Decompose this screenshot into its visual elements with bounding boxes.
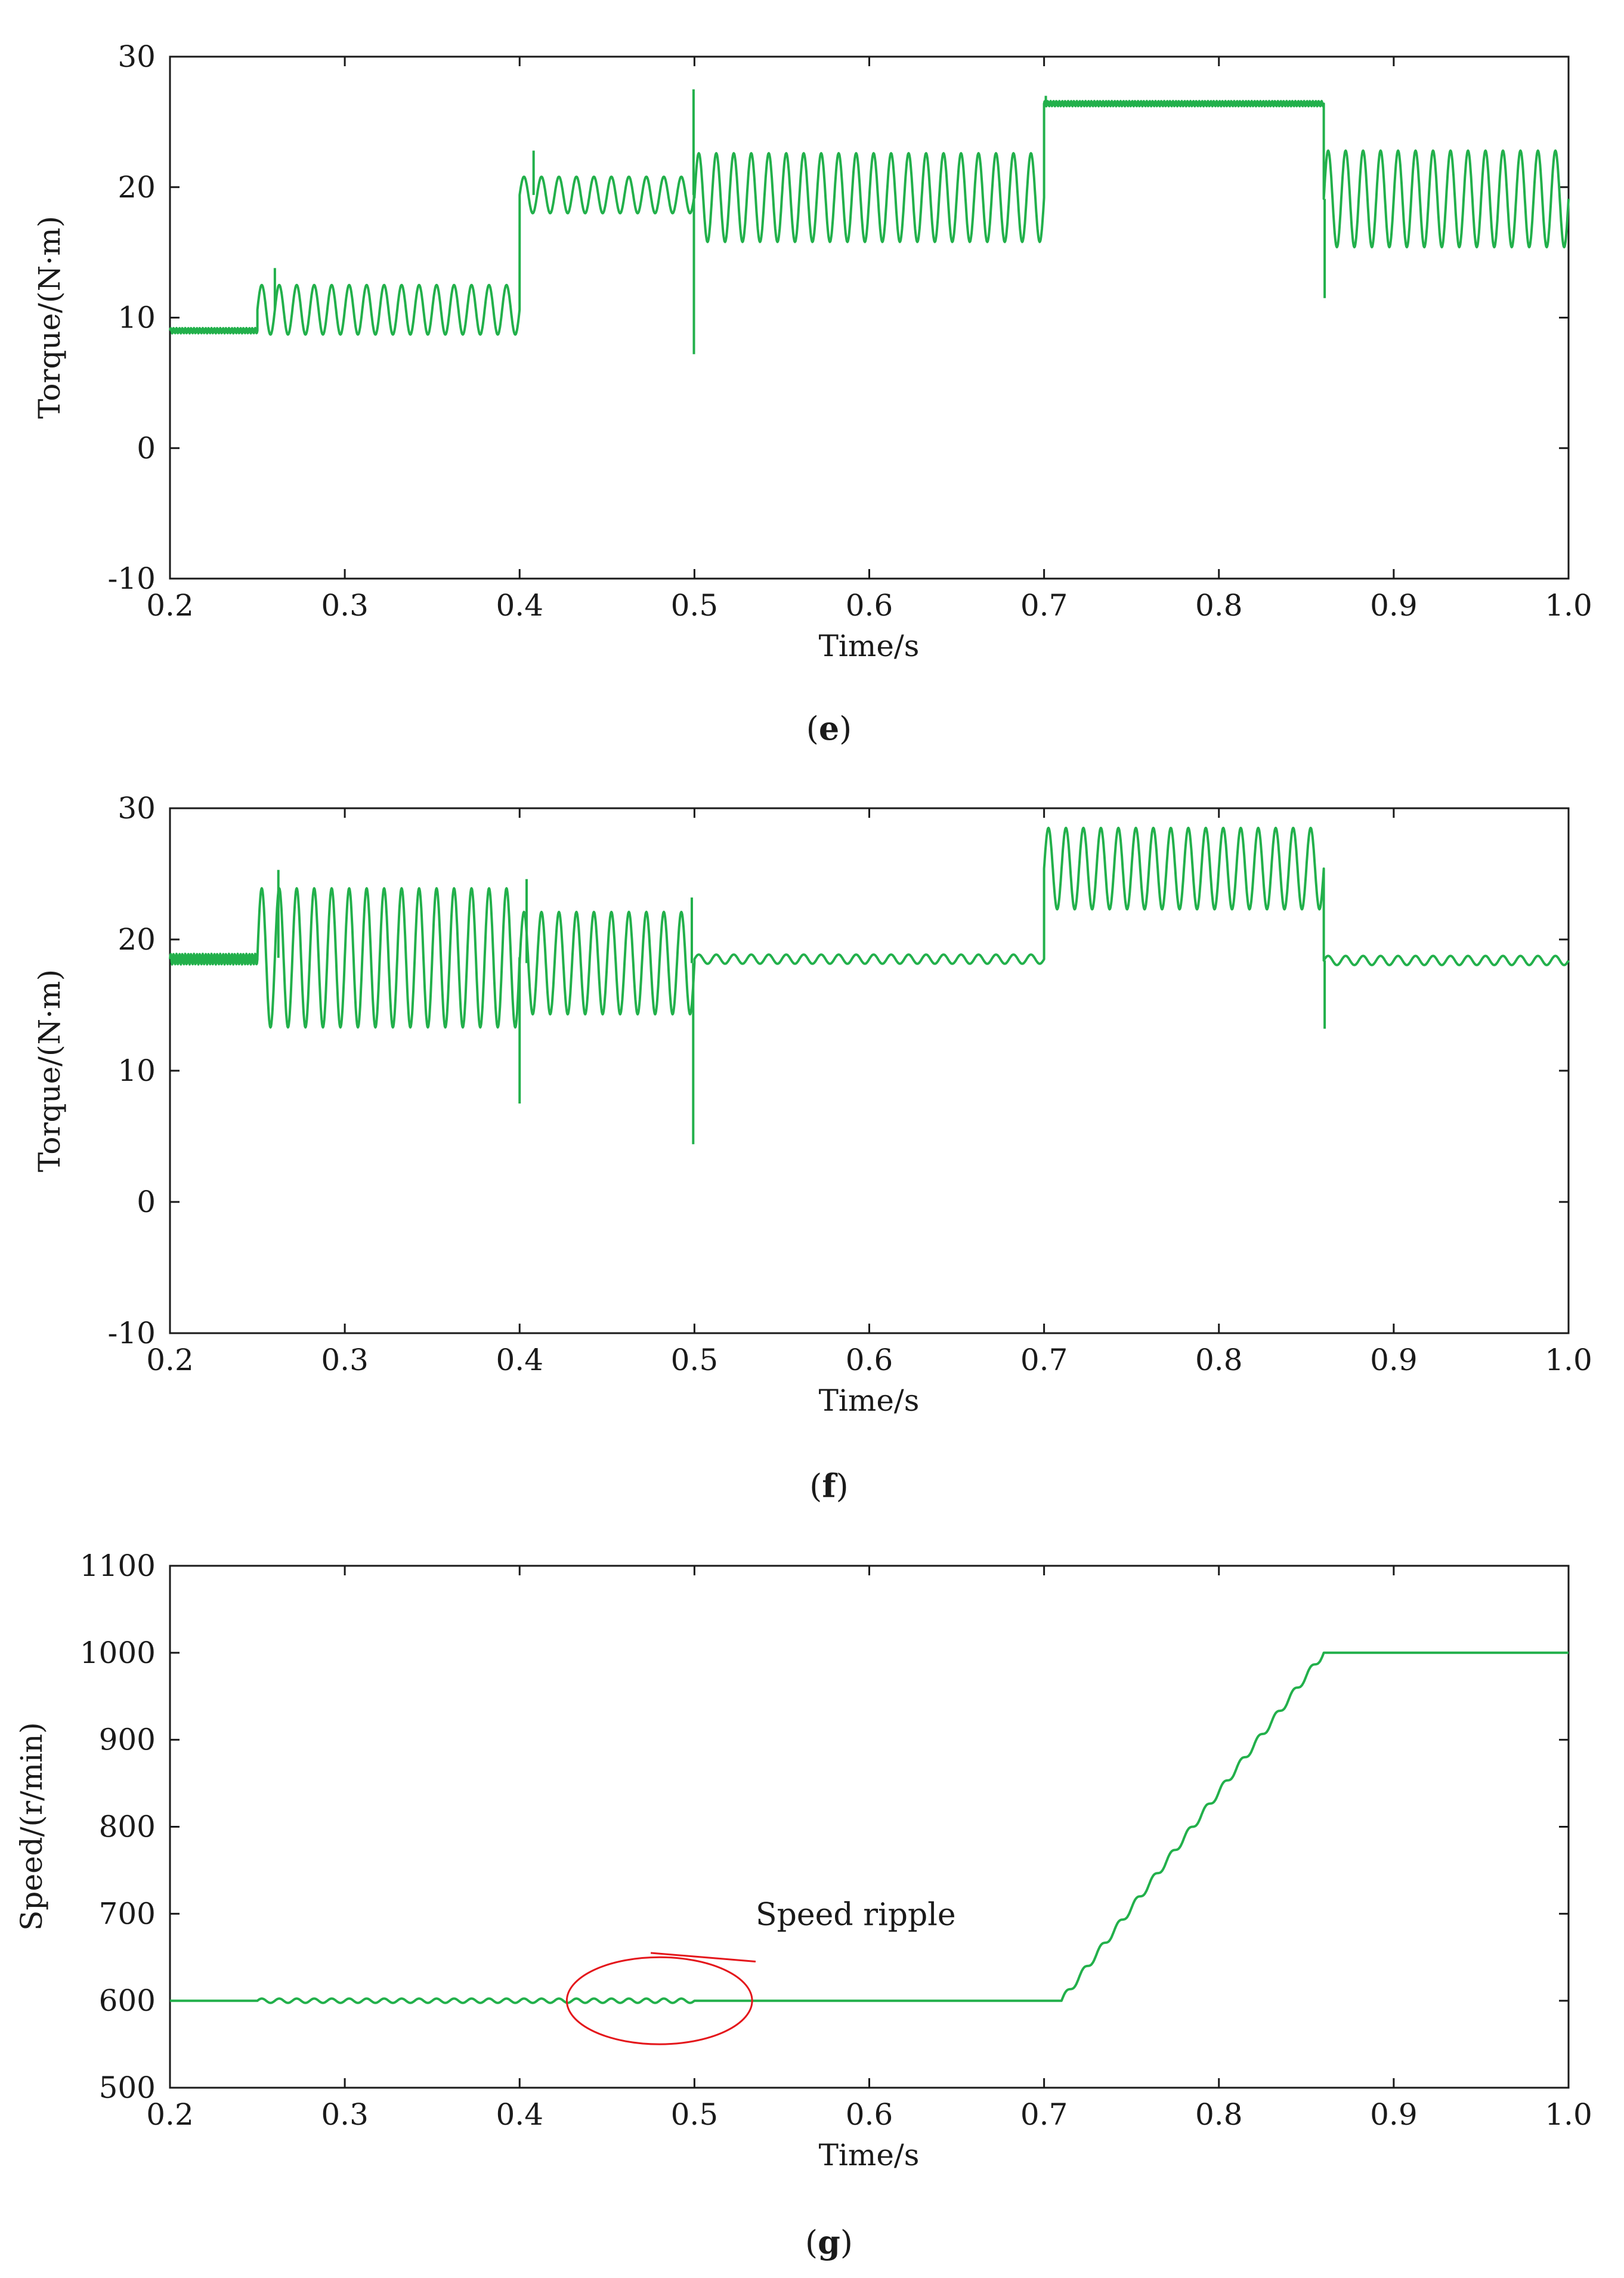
y-tick-label: 1000 bbox=[80, 1636, 156, 1670]
y-tick-label: -10 bbox=[107, 1316, 156, 1350]
y-tick-label: 1100 bbox=[80, 1548, 156, 1583]
y-tick-label: 900 bbox=[99, 1723, 156, 1757]
panel-letter-g: g bbox=[818, 2223, 840, 2261]
x-tick-label: 0.5 bbox=[671, 588, 719, 623]
panel-label-f: (f) bbox=[809, 1467, 848, 1505]
annotation-layer-g: Speed ripple bbox=[565, 1897, 956, 2045]
x-tick-label: 0.6 bbox=[846, 588, 893, 623]
x-tick-label: 0.4 bbox=[496, 1343, 543, 1377]
x-axis-label-e: Time/s bbox=[819, 629, 920, 663]
plot-frame-g bbox=[169, 1565, 1570, 2089]
x-tick-label: 0.9 bbox=[1370, 1343, 1418, 1377]
panel-label-g: (g) bbox=[805, 2223, 853, 2261]
x-tick-label: 0.8 bbox=[1195, 2097, 1243, 2132]
x-tick-label: 0.8 bbox=[1195, 588, 1243, 623]
x-tick-label: 0.3 bbox=[321, 2097, 369, 2132]
x-axis-label-g: Time/s bbox=[819, 2138, 920, 2172]
y-axis-label-f: Torque/(N·m) bbox=[32, 969, 67, 1172]
y-tick-label: 20 bbox=[117, 170, 156, 205]
series-line bbox=[169, 100, 1570, 336]
plot-frame-f bbox=[169, 807, 1570, 1334]
x-tick-label: 0.2 bbox=[146, 2097, 194, 2132]
annotation-speed-ripple: Speed ripple bbox=[756, 1897, 956, 1933]
panel-letter-f: f bbox=[822, 1467, 838, 1505]
grid-ticks-e: 0.2 0.3 0.4 0.5 0.6 0.7 0.8 0.9 1.0 -10 0 10 20 30 bbox=[107, 39, 1592, 623]
y-axis-label-e: Torque/(N·m) bbox=[32, 216, 67, 419]
x-tick-label: 0.6 bbox=[846, 2097, 893, 2132]
series-line bbox=[169, 1651, 1569, 2004]
x-tick-label: 0.4 bbox=[496, 588, 543, 623]
y-tick-label: 0 bbox=[137, 1185, 156, 1219]
x-tick-label: 0.5 bbox=[671, 1343, 719, 1377]
y-tick-label: 500 bbox=[99, 2070, 156, 2105]
x-tick-label: 0.5 bbox=[671, 2097, 719, 2132]
x-tick-label: 0.7 bbox=[1020, 2097, 1068, 2132]
series-layer-e bbox=[169, 89, 1570, 354]
annotation-ellipse bbox=[565, 1956, 753, 2045]
grid-ticks-g: 0.2 0.3 0.4 0.5 0.6 0.7 0.8 0.9 1.0 500 600 700 800 9… bbox=[80, 1548, 1592, 2132]
y-tick-label: 30 bbox=[117, 791, 156, 826]
panel-label-e: (e) bbox=[806, 709, 852, 747]
y-tick-label: 600 bbox=[99, 1983, 156, 2018]
series-layer-f bbox=[169, 827, 1570, 1145]
y-axis-label-g: Speed/(r/min) bbox=[14, 1722, 49, 1931]
chart-panel-e: 0.2 0.3 0.4 0.5 0.6 0.7 0.8 0.9 1.0 -10 0 10 20 30 Ti… bbox=[32, 39, 1592, 663]
x-tick-label: 0.9 bbox=[1370, 2097, 1418, 2132]
y-tick-label: 10 bbox=[117, 1053, 156, 1088]
panel-letter-e: e bbox=[819, 709, 839, 747]
x-tick-label: 0.6 bbox=[846, 1343, 893, 1377]
x-tick-label: 0.3 bbox=[321, 1343, 369, 1377]
x-tick-label: 0.2 bbox=[146, 588, 194, 623]
y-tick-label: -10 bbox=[107, 561, 156, 596]
series-layer-g bbox=[169, 1651, 1569, 2004]
x-tick-label: 1.0 bbox=[1545, 2097, 1592, 2132]
x-tick-label: 1.0 bbox=[1545, 588, 1592, 623]
y-tick-label: 700 bbox=[99, 1896, 156, 1931]
x-tick-label: 0.9 bbox=[1370, 588, 1418, 623]
chart-panel-g: 0.2 0.3 0.4 0.5 0.6 0.7 0.8 0.9 1.0 500 600 700 800 9… bbox=[14, 1548, 1592, 2172]
y-tick-label: 20 bbox=[117, 922, 156, 957]
x-axis-label-f: Time/s bbox=[819, 1383, 920, 1418]
grid-ticks-f: 0.2 0.3 0.4 0.5 0.6 0.7 0.8 0.9 1.0 -10 0 10 20 30 bbox=[107, 791, 1592, 1377]
x-tick-label: 0.7 bbox=[1020, 1343, 1068, 1377]
y-tick-label: 30 bbox=[117, 39, 156, 74]
x-tick-label: 0.8 bbox=[1195, 1343, 1243, 1377]
x-tick-label: 0.2 bbox=[146, 1343, 194, 1377]
y-tick-label: 800 bbox=[99, 1810, 156, 1844]
y-tick-label: 10 bbox=[117, 301, 156, 335]
series-line bbox=[169, 827, 1570, 1029]
x-tick-label: 1.0 bbox=[1545, 1343, 1592, 1377]
x-tick-label: 0.4 bbox=[496, 2097, 543, 2132]
annotation-leader-line bbox=[650, 1952, 756, 1963]
x-tick-label: 0.7 bbox=[1020, 588, 1068, 623]
y-tick-label: 0 bbox=[137, 431, 156, 465]
x-tick-label: 0.3 bbox=[321, 588, 369, 623]
chart-panel-f: 0.2 0.3 0.4 0.5 0.6 0.7 0.8 0.9 1.0 -10 0 10 20 30 Ti… bbox=[32, 791, 1592, 1418]
